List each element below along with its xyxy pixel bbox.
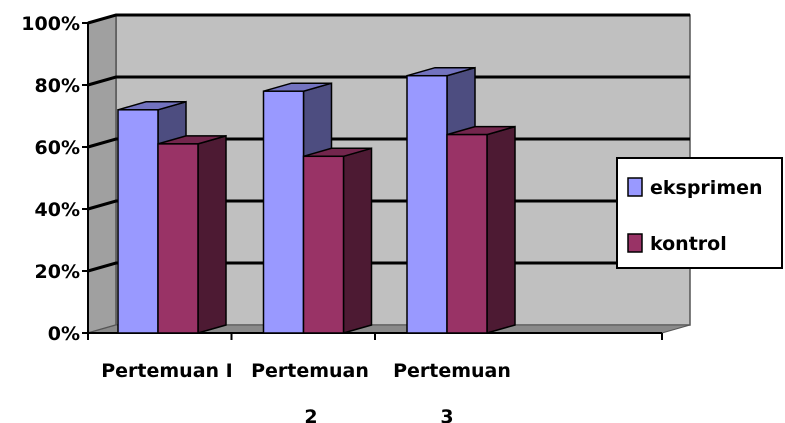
x-category-label: 3: [440, 406, 453, 423]
legend-swatch-eksprimen: [627, 177, 643, 197]
gridline: [87, 75, 690, 87]
legend: eksprimen kontrol: [616, 157, 783, 269]
y-tick-label: 60%: [35, 137, 80, 159]
bars: [117, 66, 516, 334]
y-tick-label: 20%: [35, 261, 80, 283]
y-tick-label: 100%: [21, 13, 80, 35]
x-category-label: Pertemuan: [251, 360, 369, 382]
legend-label-kontrol: kontrol: [650, 233, 727, 255]
legend-box: [616, 157, 783, 269]
y-tick-label: 80%: [35, 75, 80, 97]
legend-swatch-kontrol: [627, 233, 643, 253]
y-tick-label: 40%: [35, 199, 80, 221]
bar-kontrol-3: [446, 125, 516, 334]
x-axis-category-labels: Pertemuan I Pertemuan 2 Pertemuan 3: [101, 360, 511, 423]
legend-label-eksprimen: eksprimen: [650, 177, 763, 199]
gridline: [87, 13, 690, 25]
bar-kontrol-2: [302, 147, 373, 334]
x-category-label: Pertemuan I: [101, 360, 233, 382]
y-tick-label: 0%: [48, 323, 80, 345]
y-axis-tick-labels: 0% 20% 40% 60% 80% 100%: [21, 13, 80, 345]
side-wall: [87, 14, 117, 334]
bar-kontrol-1: [157, 134, 227, 334]
x-category-label: 2: [304, 406, 317, 423]
x-category-label: Pertemuan: [393, 360, 511, 382]
